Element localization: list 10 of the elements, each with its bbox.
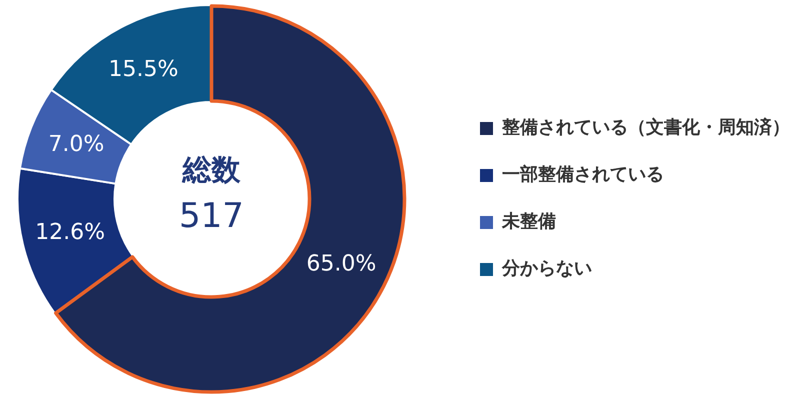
legend-label: 整備されている（文書化・周知済） xyxy=(501,117,790,138)
data-label: 15.5% xyxy=(108,57,178,82)
text: 総数 xyxy=(182,152,242,187)
legend-label: 未整備 xyxy=(501,211,556,232)
legend-label: 一部整備されている xyxy=(502,164,664,186)
data-label: 12.6% xyxy=(35,220,106,245)
legend-label: 分からない xyxy=(501,258,592,280)
text: 517 xyxy=(179,196,244,236)
data-label: 65.0% xyxy=(306,252,376,277)
data-label: 7.0% xyxy=(48,132,104,157)
